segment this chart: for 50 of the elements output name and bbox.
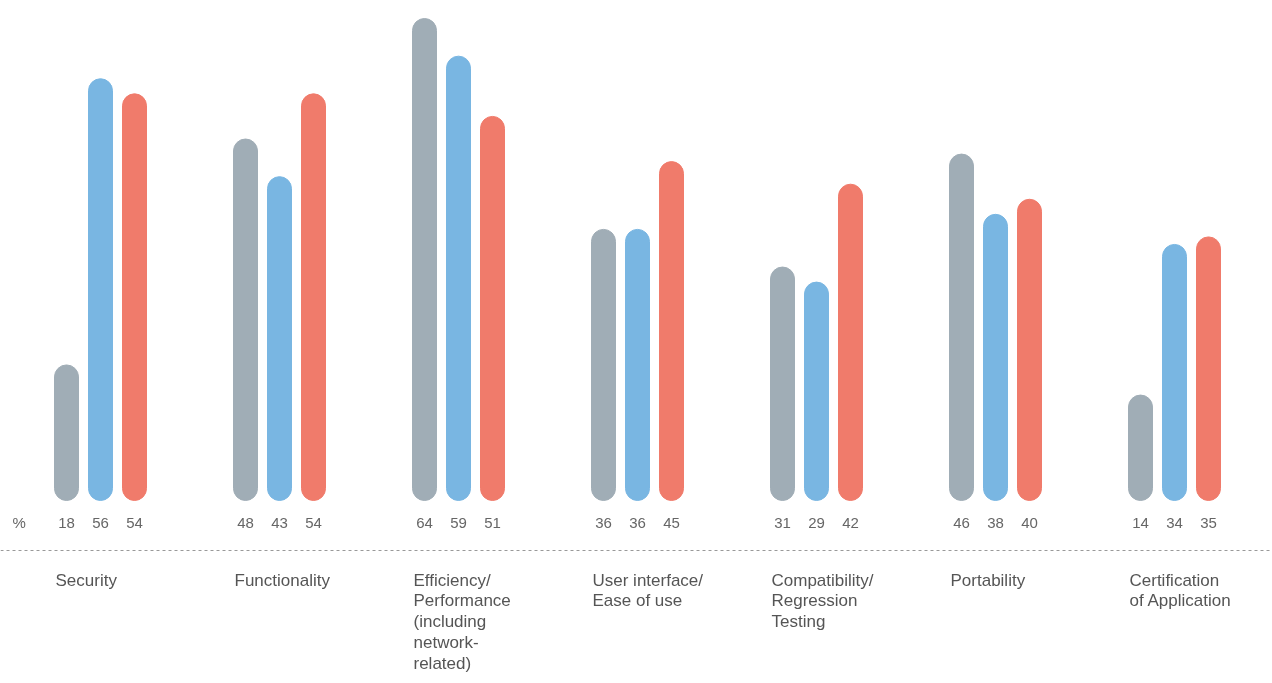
data-label: 35 bbox=[1200, 513, 1217, 531]
bar bbox=[770, 266, 795, 501]
bar bbox=[625, 228, 650, 501]
data-label: 42 bbox=[842, 513, 859, 531]
data-label: 31 bbox=[774, 513, 791, 531]
data-label: 46 bbox=[953, 513, 970, 531]
data-label: 64 bbox=[416, 513, 433, 531]
data-label: 56 bbox=[92, 513, 109, 531]
bar bbox=[54, 364, 79, 501]
bar bbox=[122, 93, 147, 501]
data-label: 54 bbox=[126, 513, 143, 531]
text: % bbox=[12, 514, 26, 531]
bar bbox=[804, 281, 829, 501]
data-label: 40 bbox=[1021, 513, 1038, 531]
data-label: 45 bbox=[663, 513, 680, 531]
data-label: 38 bbox=[987, 513, 1004, 531]
x-tick-label: Certification of Application bbox=[1129, 570, 1231, 611]
data-label: 48 bbox=[237, 513, 254, 531]
bar bbox=[1162, 243, 1187, 501]
bar bbox=[1196, 236, 1221, 501]
bar bbox=[949, 153, 974, 501]
data-label: 36 bbox=[629, 513, 646, 531]
bar bbox=[659, 161, 684, 501]
data-label: 43 bbox=[271, 513, 288, 531]
bar bbox=[233, 138, 258, 501]
x-tick-label: Functionality bbox=[234, 570, 331, 590]
data-label: 18 bbox=[58, 513, 75, 531]
data-label: 14 bbox=[1132, 513, 1149, 531]
bar bbox=[1128, 394, 1153, 501]
bar bbox=[591, 228, 616, 501]
data-label: 34 bbox=[1166, 513, 1183, 531]
data-label: 54 bbox=[305, 513, 322, 531]
x-tick-label: User interface/ Ease of use bbox=[592, 570, 704, 611]
bar bbox=[983, 213, 1008, 501]
bar bbox=[838, 183, 863, 501]
data-label: 59 bbox=[450, 513, 467, 531]
data-label: 36 bbox=[595, 513, 612, 531]
bar bbox=[446, 55, 471, 501]
data-label: 29 bbox=[808, 513, 825, 531]
x-tick-label: Efficiency/ Performance (including network- related) bbox=[413, 570, 511, 674]
x-tick-label: Compatibility/ Regression Testing bbox=[771, 570, 874, 632]
bar bbox=[412, 18, 437, 501]
x-tick-label: Portability bbox=[950, 570, 1026, 590]
data-label: 51 bbox=[484, 513, 501, 531]
bar bbox=[88, 78, 113, 501]
bar bbox=[480, 115, 505, 501]
bar bbox=[267, 176, 292, 501]
x-tick-label: Security bbox=[55, 570, 118, 590]
bar bbox=[301, 93, 326, 501]
bar bbox=[1017, 198, 1042, 501]
